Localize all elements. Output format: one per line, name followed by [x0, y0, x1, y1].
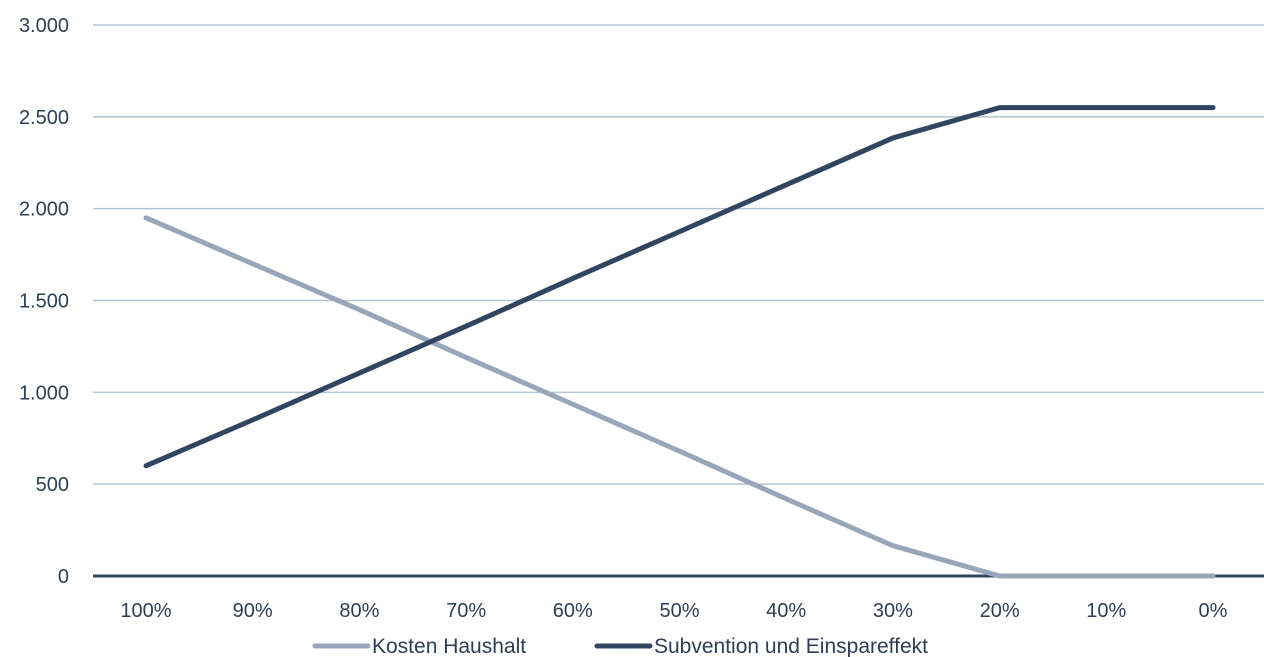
- x-tick-label: 90%: [233, 600, 273, 622]
- x-tick-label: 10%: [1086, 600, 1126, 622]
- series-line-2: [143, 105, 1216, 469]
- y-tick-label: 3.000: [19, 15, 69, 37]
- x-tick-label: 60%: [553, 600, 593, 622]
- y-tick-label: 1.500: [19, 291, 69, 313]
- legend: Kosten Haushalt Subvention und Einspareff…: [312, 635, 928, 657]
- y-tick-label: 0: [58, 566, 69, 588]
- x-tick-label: 40%: [766, 600, 806, 622]
- x-axis-ticks: 100% 90% 80% 70% 60% 50% 40% 30% 20% 10% 0%: [120, 600, 1227, 622]
- y-tick-label: 500: [36, 474, 69, 496]
- x-tick-label: 70%: [446, 600, 486, 622]
- x-tick-label: 0%: [1199, 600, 1228, 622]
- legend-label-2: Subvention und Einspareffekt: [654, 635, 928, 657]
- series-lines: [143, 105, 1216, 579]
- y-tick-label: 2.000: [19, 199, 69, 221]
- y-tick-label: 2.500: [19, 107, 69, 129]
- legend-label-1: Kosten Haushalt: [372, 635, 526, 657]
- x-tick-label: 80%: [339, 600, 379, 622]
- x-tick-label: 30%: [873, 600, 913, 622]
- x-tick-label: 20%: [980, 600, 1020, 622]
- y-tick-label: 1.000: [19, 382, 69, 404]
- x-tick-label: 50%: [659, 600, 699, 622]
- series-line-1: [143, 215, 1216, 579]
- x-tick-label: 100%: [120, 600, 171, 622]
- y-axis-ticks: 0 500 1.000 1.500 2.000 2.500 3.000: [19, 15, 69, 588]
- gridlines: [93, 24, 1264, 578]
